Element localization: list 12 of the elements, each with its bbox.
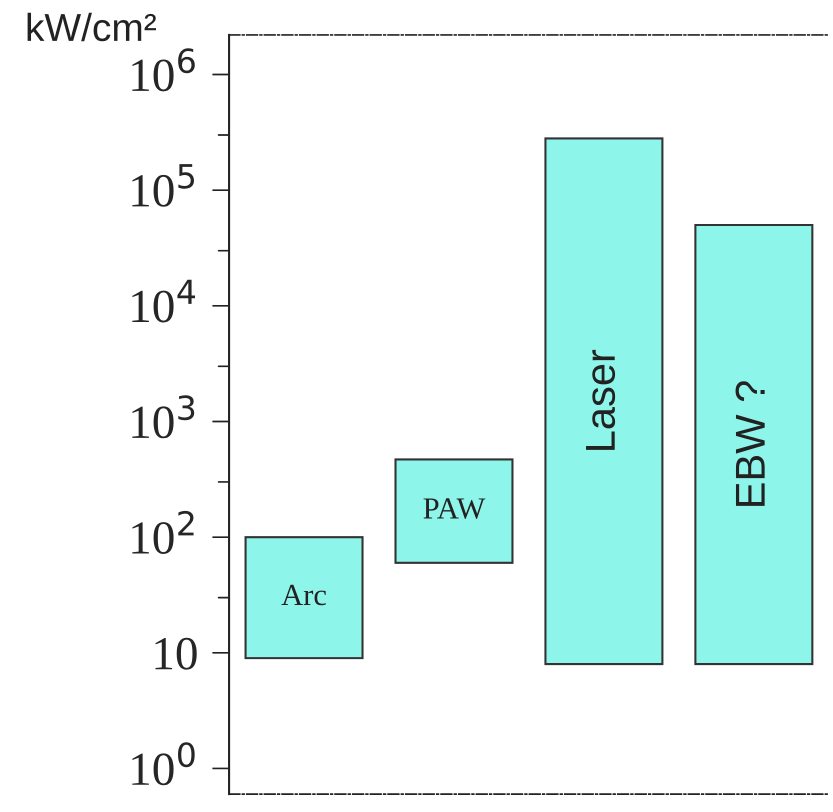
y-tick-label: 10$^{6}$ xyxy=(132,48,195,92)
y-axis-title: kW/cm² xyxy=(28,12,156,42)
y-tick-label: 10$^{0}$ xyxy=(132,742,195,786)
x-tick-label: Arc xyxy=(281,584,326,606)
y-tick-label: 10 xyxy=(155,638,197,670)
y-tick-label: 10$^{4}$ xyxy=(132,280,196,322)
x-tick-label: Laser xyxy=(586,350,616,450)
x-tick-label: EBW ? xyxy=(736,381,765,506)
y-tick-label: 10$^{5}$ xyxy=(132,164,194,207)
y-tick-label: 10$^{3}$ xyxy=(132,395,194,438)
x-tick-label: PAW xyxy=(424,498,486,519)
y-tick-label: 10$^{2}$ xyxy=(132,510,194,554)
